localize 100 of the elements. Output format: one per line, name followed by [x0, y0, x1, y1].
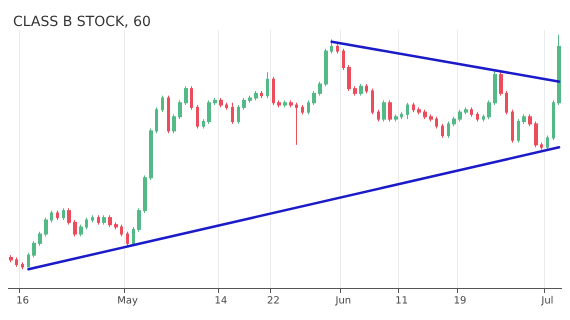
candlestick	[79, 224, 83, 237]
candlestick	[155, 106, 158, 134]
candlestick	[528, 114, 532, 127]
candlestick	[237, 104, 240, 124]
candlestick	[412, 102, 415, 113]
candlestick	[347, 64, 351, 92]
x-tick-label: 22	[266, 296, 280, 306]
candlestick	[423, 109, 427, 120]
candlestick	[225, 102, 228, 110]
candlestick	[505, 90, 508, 115]
candlestick	[359, 83, 363, 96]
candlestick	[336, 44, 339, 54]
candlestick	[482, 114, 485, 122]
candlestick	[15, 257, 18, 268]
candlestick	[149, 128, 153, 181]
candlestick	[318, 81, 322, 96]
candlestick	[365, 83, 368, 94]
candlestick	[441, 123, 444, 138]
candlestick	[557, 34, 561, 106]
x-tick-label: Jul	[540, 296, 554, 306]
candlestick	[21, 262, 24, 270]
candlestick	[50, 210, 53, 223]
candlestick	[429, 114, 433, 122]
candlestick	[9, 254, 13, 263]
candlestick	[371, 88, 374, 115]
candlestick	[458, 109, 462, 122]
candlestick	[342, 48, 345, 70]
candlestick	[522, 114, 526, 124]
candlestick	[242, 98, 246, 110]
candlestick	[540, 142, 543, 150]
candlestick	[272, 76, 275, 106]
candlestick	[400, 112, 403, 120]
candlestick	[493, 69, 497, 106]
x-tick-label: 11	[395, 296, 408, 306]
x-tick-label: Jun	[334, 296, 352, 306]
candlestick	[394, 114, 398, 122]
x-tick-label: 16	[16, 296, 29, 306]
candlestick	[464, 106, 468, 115]
candlestick	[487, 100, 491, 120]
candlestick	[44, 217, 48, 237]
candlestick	[202, 118, 205, 130]
candlestick	[178, 100, 182, 120]
candlestick	[219, 98, 223, 108]
candlestick	[67, 208, 71, 226]
candlestick	[417, 106, 421, 115]
candlestick	[108, 214, 112, 228]
candlestick	[196, 104, 199, 130]
candlestick	[546, 135, 549, 150]
candlestick	[172, 114, 176, 134]
candlestick	[447, 120, 450, 138]
candlestick	[388, 100, 392, 122]
candlestick	[102, 214, 106, 226]
x-tick-label: 19	[454, 296, 466, 306]
candlestick	[27, 252, 30, 268]
x-tick-label: 14	[214, 296, 228, 306]
candlestick	[207, 100, 211, 124]
candlestick	[32, 240, 36, 258]
candlestick	[301, 104, 304, 115]
x-tick-label: May	[117, 296, 138, 306]
candlestick	[137, 208, 141, 232]
candlestick	[476, 112, 479, 122]
candlestick	[266, 72, 269, 99]
candlestick	[184, 86, 188, 106]
candlestick	[312, 90, 316, 106]
candlestick	[470, 106, 473, 118]
candlestick	[62, 208, 65, 220]
candlestick	[452, 116, 456, 127]
candlestick	[534, 120, 538, 148]
candlestick	[260, 90, 263, 99]
candlestick	[377, 109, 380, 122]
candlestick	[248, 95, 252, 104]
candlestick	[114, 222, 118, 230]
candlestick	[213, 98, 217, 106]
candlestick	[499, 72, 503, 96]
candlestick	[126, 231, 129, 246]
candlestick	[511, 109, 514, 144]
candlestick	[254, 90, 258, 101]
candlestick	[353, 86, 357, 96]
candlestick	[289, 100, 293, 108]
candlestick	[73, 219, 77, 237]
candlestick	[167, 95, 170, 134]
candlestick	[143, 174, 147, 214]
candlestick	[120, 224, 123, 237]
candlestick	[295, 102, 298, 146]
candlestick	[56, 210, 59, 220]
candlestick	[97, 214, 100, 226]
candlestick	[330, 38, 333, 54]
candlestick	[283, 100, 287, 108]
candlestick	[38, 231, 42, 246]
candlestick	[161, 95, 164, 113]
candlestick	[231, 102, 234, 124]
candlestick	[91, 214, 94, 223]
candlestick	[307, 100, 310, 115]
candlestick	[190, 86, 193, 110]
candlestick	[277, 100, 281, 108]
chart-title: CLASS B STOCK, 60	[13, 14, 151, 30]
candlestick	[517, 118, 520, 144]
candlestick	[324, 48, 328, 87]
candlestick	[406, 102, 409, 120]
candlestick	[132, 226, 135, 246]
